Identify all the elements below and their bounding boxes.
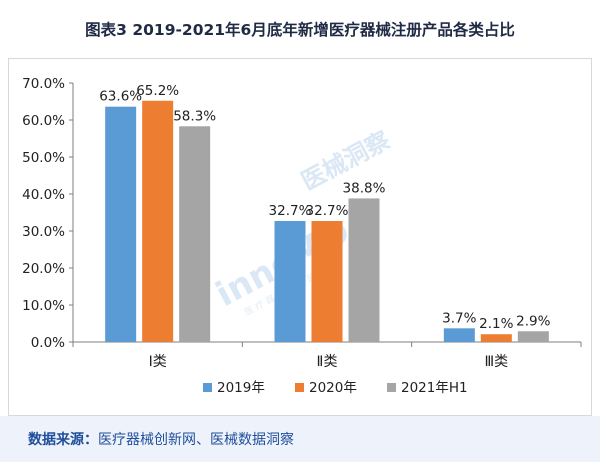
data-label: 58.3%	[173, 108, 216, 124]
legend-swatch	[295, 383, 304, 392]
bar	[142, 100, 174, 342]
y-tick-label: 40.0%	[22, 187, 65, 203]
bar	[348, 198, 380, 342]
legend-label: 2021年H1	[401, 380, 468, 396]
x-category-label: Ⅱ类	[317, 354, 338, 370]
data-label: 38.8%	[343, 180, 386, 196]
data-label: 32.7%	[269, 203, 312, 219]
y-tick-label: 10.0%	[22, 298, 65, 314]
bar	[443, 328, 475, 342]
source-label: 数据来源：	[28, 432, 98, 448]
data-label-layer: 63.6%65.2% 58.3% 32.7%32.7% 38.8% 3.7% 2.1% 2.…	[99, 83, 550, 332]
legend-swatch	[387, 383, 396, 392]
legend-swatch	[203, 383, 212, 392]
y-tick-label: 60.0%	[22, 113, 65, 129]
data-label: 2.9%	[516, 313, 550, 329]
source-text: 医疗器械创新网、医械数据洞察	[98, 432, 294, 448]
y-tick-label: 30.0%	[22, 224, 65, 240]
bar	[480, 334, 512, 342]
x-category-label: Ⅲ类	[485, 354, 509, 370]
bar	[311, 221, 343, 342]
data-label: 2.1%	[479, 316, 513, 332]
bar-layer	[105, 100, 549, 343]
x-category-label: Ⅰ类	[149, 354, 167, 370]
data-label: 65.2%	[136, 83, 179, 99]
bar	[274, 221, 306, 342]
y-tick-label: 70.0%	[22, 76, 65, 92]
chart-title: 图表3 2019-2021年6月底年新增医疗器械注册产品各类占比	[0, 0, 600, 58]
bar	[105, 106, 137, 343]
source-note: 数据来源： 医疗器械创新网、医械数据洞察	[0, 416, 600, 462]
bar-chart: innoMD 医械洞察 医 疗 器 械 创 新 网 0.0%10.0%20.0%…	[22, 76, 582, 396]
legend: 2019年 2020年 2021年H1	[203, 380, 468, 396]
y-tick-label: 50.0%	[22, 150, 65, 166]
data-label: 63.6%	[99, 89, 142, 105]
data-label: 32.7%	[306, 203, 349, 219]
data-label: 3.7%	[442, 310, 476, 326]
y-tick-label: 0.0%	[31, 335, 65, 351]
axis-layer: 0.0% 10.0% 20.0% 30.0% 40.0% 50.0% 60.0% 70.0% Ⅰ…	[22, 76, 582, 370]
bar	[517, 331, 549, 342]
plot-panel: innoMD 医械洞察 医 疗 器 械 创 新 网 0.0%10.0%20.0%…	[8, 58, 592, 416]
legend-label: 2020年	[309, 380, 357, 396]
legend-label: 2019年	[217, 380, 265, 396]
bar	[179, 126, 211, 342]
y-tick-label: 20.0%	[22, 261, 65, 277]
